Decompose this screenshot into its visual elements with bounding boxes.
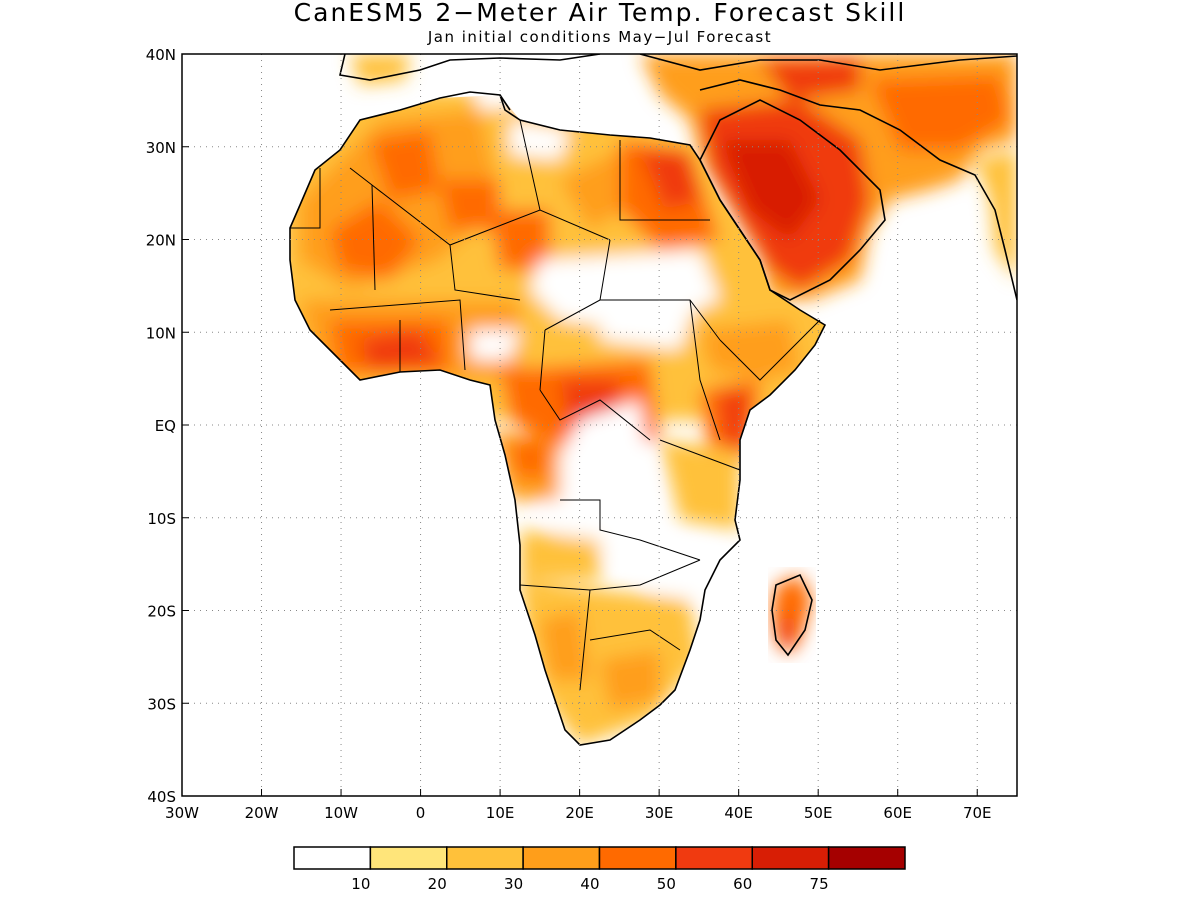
x-tick-label: 10E xyxy=(486,804,515,822)
legend-swatch xyxy=(675,846,753,870)
legend-swatch xyxy=(293,846,372,870)
legend-label: 50 xyxy=(657,875,676,893)
y-tick-label: 20N xyxy=(146,232,176,250)
legend-label: 30 xyxy=(504,875,523,893)
y-tick-labels: 40N 30N 20N 10N EQ 10S 20S 30S 40S xyxy=(146,46,176,806)
y-tick-label: 10S xyxy=(147,510,176,528)
legend-swatch xyxy=(369,846,448,870)
x-tick-labels: 30W 20W 10W 0 10E 20E 30E 40E 50E 60E 70E xyxy=(165,804,991,822)
legend-swatch xyxy=(522,846,601,870)
x-tick-label: 30W xyxy=(165,804,199,822)
legend-swatch xyxy=(827,846,906,870)
x-tick-label: 0 xyxy=(416,804,426,822)
legend-label: 75 xyxy=(810,875,829,893)
skill-field xyxy=(290,54,1017,745)
y-tick-label: 40N xyxy=(146,46,176,64)
legend-swatch xyxy=(598,846,677,870)
legend-label: 20 xyxy=(428,875,447,893)
legend-swatch xyxy=(751,846,830,870)
x-tick-label: 20W xyxy=(245,804,279,822)
x-tick-label: 30E xyxy=(645,804,674,822)
x-tick-label: 60E xyxy=(883,804,912,822)
legend-label: 60 xyxy=(733,875,752,893)
x-tick-label: 10W xyxy=(324,804,358,822)
y-tick-label: EQ xyxy=(155,417,176,435)
country-borders xyxy=(290,119,821,691)
plot-frame xyxy=(181,53,1018,797)
legend-swatch xyxy=(446,846,524,870)
legend-label: 10 xyxy=(351,875,370,893)
x-tick-label: 20E xyxy=(565,804,594,822)
map-subtitle: Jan initial conditions May−Jul Forecast xyxy=(427,28,773,46)
y-tick-label: 30N xyxy=(146,139,176,157)
y-tick-label: 10N xyxy=(146,324,176,342)
y-tick-label: 30S xyxy=(147,695,176,713)
map-title: CanESM5 2−Meter Air Temp. Forecast Skill xyxy=(293,0,907,27)
y-tick-label: 40S xyxy=(147,788,176,806)
x-tick-label: 70E xyxy=(963,804,992,822)
legend-label: 40 xyxy=(580,875,599,893)
y-tick-label: 20S xyxy=(147,603,176,621)
color-legend: 10 20 30 40 50 60 75 xyxy=(293,846,906,893)
x-tick-label: 50E xyxy=(804,804,833,822)
x-tick-label: 40E xyxy=(724,804,753,822)
